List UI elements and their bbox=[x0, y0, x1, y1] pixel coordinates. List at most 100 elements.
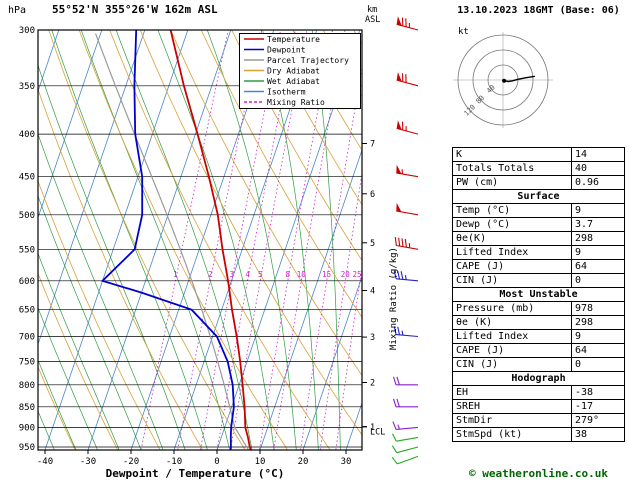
mixing-ratio-label: 2 bbox=[208, 270, 213, 279]
dry-adiabat-grid bbox=[38, 30, 362, 450]
table-row: θe (K) 298 bbox=[452, 315, 625, 330]
mixing-ratio-label: 5 bbox=[258, 270, 263, 279]
table-row: CIN (J) 0 bbox=[452, 357, 625, 372]
legend-item-label: Wet Adiabat bbox=[267, 77, 320, 86]
km-axis-label: km bbox=[367, 5, 377, 15]
km-tick-label: 7 bbox=[370, 140, 375, 150]
section-header: Hodograph bbox=[452, 371, 625, 386]
hodograph-unit-label: kt bbox=[458, 27, 469, 37]
sounding-curves bbox=[95, 30, 252, 450]
index-label: K bbox=[452, 147, 572, 162]
x-axis-title: Dewpoint / Temperature (°C) bbox=[106, 467, 285, 480]
temp-tick-label: -10 bbox=[166, 457, 182, 467]
pressure-label: 400 bbox=[19, 130, 35, 140]
index-value: 978 bbox=[571, 301, 625, 316]
index-label: CIN (J) bbox=[452, 357, 572, 372]
table-row: StmSpd (kt) 38 bbox=[452, 427, 625, 442]
table-row: Dewp (°C) 3.7 bbox=[452, 217, 625, 232]
pressure-label: 600 bbox=[19, 277, 35, 287]
index-label: StmDir bbox=[452, 413, 572, 428]
pressure-label: 500 bbox=[19, 211, 35, 221]
table-row: K 14 bbox=[452, 147, 625, 162]
table-row: CIN (J) 0 bbox=[452, 273, 625, 288]
mixing-ratio-label: 15 bbox=[322, 270, 331, 279]
mixing-ratio-label: 20 bbox=[341, 270, 351, 279]
mixing-ratio-label: 10 bbox=[297, 270, 307, 279]
km-tick-label: 5 bbox=[370, 239, 375, 249]
mixing-ratio-labels: 1 2 3 4 5 8 10 15 20 25 bbox=[173, 270, 361, 279]
index-label: StmSpd (kt) bbox=[452, 427, 572, 442]
table-row: Pressure (mb) 978 bbox=[452, 301, 625, 316]
index-value: 64 bbox=[571, 343, 625, 358]
mixing-ratio-label: 25 bbox=[352, 270, 361, 279]
datetime-title: 13.10.2023 18GMT (Base: 06) bbox=[457, 5, 620, 16]
index-value: 40 bbox=[571, 161, 625, 176]
hodograph: 40 80 120 kt bbox=[448, 18, 628, 147]
temp-tick-label: -40 bbox=[37, 457, 53, 467]
pressure-label: 750 bbox=[19, 358, 35, 368]
index-label: θe(K) bbox=[452, 231, 572, 246]
table-section-row: Surface bbox=[452, 189, 625, 204]
temp-tick-label: -20 bbox=[123, 457, 139, 467]
dewpoint-curve bbox=[100, 30, 235, 450]
index-label: Temp (°C) bbox=[452, 203, 572, 218]
table-row: θe(K) 298 bbox=[452, 231, 625, 246]
legend-item-label: Dry Adiabat bbox=[267, 67, 320, 76]
pressure-label: 850 bbox=[19, 403, 35, 413]
pressure-label: 300 bbox=[19, 26, 35, 36]
pressure-label: 950 bbox=[19, 443, 35, 453]
index-value: 9 bbox=[571, 203, 625, 218]
copyright: © weatheronline.co.uk bbox=[468, 467, 609, 480]
index-value: 64 bbox=[571, 259, 625, 274]
index-label: Lifted Index bbox=[452, 245, 572, 260]
mixing-ratio-label: 3 bbox=[230, 270, 235, 279]
table-section-row: Hodograph bbox=[452, 371, 625, 386]
km-tick-label: 2 bbox=[370, 379, 375, 389]
index-value: 0 bbox=[571, 357, 625, 372]
index-value: 9 bbox=[571, 245, 625, 260]
legend-item-label: Isotherm bbox=[267, 88, 306, 97]
temperature-axis: -40 -30 -20 -10 0 10 20 30 bbox=[37, 450, 351, 467]
section-header: Surface bbox=[452, 189, 625, 204]
table-row: Totals Totals 40 bbox=[452, 161, 625, 176]
index-value: -17 bbox=[571, 399, 625, 414]
hodograph-ring-label: 80 bbox=[475, 94, 487, 106]
pressure-label: 550 bbox=[19, 245, 35, 255]
temp-tick-label: -30 bbox=[80, 457, 96, 467]
index-label: PW (cm) bbox=[452, 175, 572, 190]
station-title: 55°52'N 355°26'W 162m ASL bbox=[52, 3, 218, 16]
pressure-axis: 300 350 400 450 500 550 600 650 700 750 800 850 900 9… bbox=[19, 26, 35, 453]
index-value: 0 bbox=[571, 273, 625, 288]
index-label: SREH bbox=[452, 399, 572, 414]
parcel-trajectory-curve bbox=[95, 33, 250, 450]
lcl-marker: LCL bbox=[370, 428, 385, 438]
table-row: Lifted Index 9 bbox=[452, 245, 625, 260]
pressure-label: 800 bbox=[19, 381, 35, 391]
hodograph-trace bbox=[503, 75, 536, 83]
table-row: PW (cm) 0.96 bbox=[452, 175, 625, 190]
table-row: CAPE (J) 64 bbox=[452, 343, 625, 358]
index-value: 298 bbox=[571, 231, 625, 246]
index-label: CAPE (J) bbox=[452, 343, 572, 358]
index-value: 9 bbox=[571, 329, 625, 344]
mixing-ratio-label: 4 bbox=[245, 270, 250, 279]
background-grids bbox=[38, 30, 362, 450]
table-row: EH -38 bbox=[452, 385, 625, 400]
indices-table: K 14 Totals Totals 40 PW (cm) 0.96 Surface Temp… bbox=[452, 147, 625, 442]
index-label: EH bbox=[452, 385, 572, 400]
legend-item-label: Dewpoint bbox=[267, 46, 306, 55]
km-axis: 1 2 3 4 5 6 7 LCL bbox=[362, 140, 385, 438]
table-row: StmDir 279° bbox=[452, 413, 625, 428]
table-row: SREH -17 bbox=[452, 399, 625, 414]
mixing-ratio-axis-label: Mixing Ratio (g/kg) bbox=[389, 247, 399, 350]
pressure-label: 700 bbox=[19, 333, 35, 343]
hodograph-ring-label: 40 bbox=[485, 83, 497, 95]
temp-tick-label: 20 bbox=[298, 457, 309, 467]
index-value: 3.7 bbox=[571, 217, 625, 232]
index-label: CIN (J) bbox=[452, 273, 572, 288]
index-label: Dewp (°C) bbox=[452, 217, 572, 232]
table-section-row: Most Unstable bbox=[452, 287, 625, 302]
axis-titles: hPa 55°52'N 355°26'W 162m ASL Dewpoint / T… bbox=[8, 3, 399, 480]
